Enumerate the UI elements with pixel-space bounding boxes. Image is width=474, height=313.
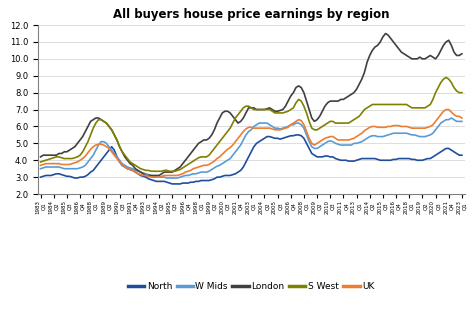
UK (391, 124, 396, 127)
London (143, 174, 149, 177)
London (38, 155, 44, 159)
North (459, 153, 465, 157)
W Mids (391, 131, 396, 135)
W Mids (180, 174, 186, 178)
Line: S West: S West (41, 77, 462, 171)
North (180, 181, 186, 185)
S West (148, 169, 154, 173)
W Mids (38, 167, 44, 171)
S West (441, 77, 447, 81)
W Mids (154, 175, 159, 179)
S West (156, 169, 162, 173)
W Mids (459, 120, 465, 123)
Line: UK: UK (41, 110, 462, 177)
London (180, 162, 186, 166)
S West (459, 91, 465, 95)
UK (148, 175, 154, 179)
UK (38, 163, 44, 167)
North (38, 175, 44, 179)
North (293, 133, 299, 137)
UK (156, 175, 162, 179)
North (443, 146, 449, 150)
London (393, 44, 399, 47)
London (196, 141, 201, 145)
S West (411, 106, 417, 110)
Title: All buyers house price earnings by region: All buyers house price earnings by regio… (113, 8, 390, 21)
North (169, 182, 175, 186)
London (414, 57, 420, 61)
UK (459, 116, 465, 120)
S West (443, 75, 449, 79)
Line: W Mids: W Mids (41, 118, 462, 178)
S West (391, 103, 396, 106)
North (154, 180, 159, 183)
W Mids (164, 176, 170, 180)
UK (411, 126, 417, 130)
London (443, 40, 449, 44)
UK (180, 172, 186, 176)
Legend: North, W Mids, London, S West, UK: North, W Mids, London, S West, UK (124, 278, 378, 294)
London (383, 32, 388, 35)
Line: London: London (41, 33, 462, 176)
North (393, 157, 399, 161)
W Mids (448, 116, 454, 120)
Line: North: North (41, 135, 462, 184)
S West (180, 166, 186, 170)
UK (441, 109, 447, 113)
S West (38, 160, 44, 164)
North (414, 158, 420, 162)
UK (443, 108, 449, 111)
North (196, 180, 201, 183)
W Mids (441, 120, 447, 123)
London (156, 174, 162, 177)
UK (196, 165, 201, 169)
London (459, 52, 465, 56)
W Mids (196, 171, 201, 175)
W Mids (411, 133, 417, 137)
S West (196, 156, 201, 160)
